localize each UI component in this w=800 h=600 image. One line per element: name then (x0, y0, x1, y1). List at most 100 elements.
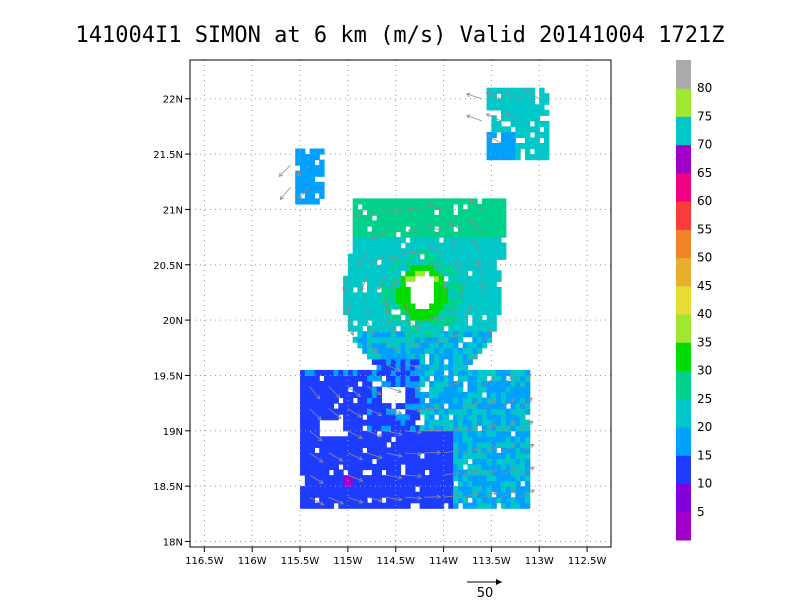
wind-speed-cell (434, 381, 440, 388)
wind-speed-cell (448, 397, 454, 404)
wind-vector-head (436, 338, 442, 344)
wind-speed-cell (381, 358, 387, 365)
wind-speed-cell (352, 441, 359, 448)
wind-speed-cell (434, 231, 440, 238)
wind-speed-cell (386, 469, 392, 476)
wind-speed-cell (438, 381, 445, 388)
wind-vector (443, 382, 460, 387)
wind-speed-cell (472, 198, 478, 205)
wind-speed-cell (405, 408, 411, 415)
wind-speed-cell (395, 502, 402, 509)
wind-vector (328, 496, 344, 505)
wind-speed-cell (376, 386, 382, 393)
wind-speed-cell (496, 231, 502, 238)
wind-speed-cell (390, 452, 397, 459)
wind-speed-cell (491, 325, 497, 332)
wind-speed-cell (505, 469, 512, 476)
wind-speed-cell (477, 419, 483, 426)
wind-speed-cell (486, 464, 492, 471)
wind-vector-head (492, 423, 498, 428)
wind-speed-cell (477, 502, 483, 509)
wind-speed-cell (367, 419, 373, 426)
wind-speed-cell (501, 452, 507, 459)
wind-speed-cell (357, 419, 363, 426)
wind-speed-cell (434, 375, 440, 382)
wind-speed-cell (434, 403, 440, 410)
wind-speed-cell (295, 148, 301, 155)
wind-speed-cell (338, 486, 344, 493)
wind-speed-cell (414, 353, 421, 360)
wind-speed-cell (515, 126, 521, 133)
wind-speed-cell (524, 430, 531, 437)
wind-speed-cell (501, 137, 507, 144)
wind-speed-cell (343, 486, 349, 493)
wind-speed-cell (386, 231, 392, 238)
wind-speed-cell (486, 320, 492, 327)
wind-speed-cell (395, 369, 402, 376)
wind-speed-cell (429, 464, 435, 471)
wind-speed-cell (453, 275, 459, 282)
wind-speed-cell (352, 237, 359, 244)
wind-speed-cell (419, 248, 425, 255)
wind-vector-head (511, 467, 517, 472)
wind-speed-cell (390, 259, 397, 266)
wind-speed-cell (534, 137, 540, 144)
wind-speed-cell (448, 298, 454, 305)
wind-speed-cell (443, 441, 449, 448)
wind-speed-cell (434, 237, 440, 244)
wind-speed-cell (477, 253, 483, 260)
wind-speed-cell (462, 497, 469, 504)
wind-speed-cell (429, 203, 435, 210)
wind-speed-cell (395, 447, 402, 454)
wind-speed-cell (434, 281, 440, 288)
wind-speed-cell (453, 369, 459, 376)
wind-vector (481, 446, 497, 454)
wind-speed-cell (510, 425, 516, 432)
wind-speed-cell (362, 275, 368, 282)
wind-speed-cell (486, 281, 492, 288)
wind-speed-cell (362, 403, 368, 410)
wind-speed-cell (443, 264, 449, 271)
wind-speed-cell (486, 403, 492, 410)
wind-speed-cell (438, 309, 445, 316)
wind-speed-cell (524, 115, 531, 122)
wind-speed-cell (510, 369, 516, 376)
wind-speed-cell (448, 497, 454, 504)
wind-vector (405, 430, 422, 433)
wind-vector (297, 164, 310, 176)
wind-speed-cell (367, 314, 373, 321)
wind-speed-cell (434, 253, 440, 260)
wind-speed-cell (424, 242, 430, 249)
wind-speed-cell (505, 148, 512, 155)
wind-speed-cell (347, 259, 354, 266)
wind-speed-cell (304, 181, 311, 188)
wind-speed-cell (424, 259, 430, 266)
wind-speed-cell (367, 425, 373, 432)
wind-speed-cell (453, 347, 459, 354)
wind-speed-cell (472, 209, 478, 216)
wind-speed-cell (448, 491, 454, 498)
wind-speed-cell (314, 165, 320, 172)
wind-speed-cell (438, 209, 445, 216)
wind-speed-cell (400, 298, 406, 305)
wind-vector (385, 364, 401, 372)
wind-speed-cell (486, 237, 492, 244)
wind-speed-cell (453, 342, 459, 349)
wind-speed-cell (486, 137, 492, 144)
wind-speed-cell (324, 458, 330, 465)
wind-speed-cell (496, 452, 502, 459)
wind-speed-cell (505, 381, 512, 388)
wind-speed-cell (405, 452, 411, 459)
colorbar-swatch (676, 285, 691, 315)
wind-speed-cell (467, 452, 473, 459)
wind-speed-cell (496, 309, 502, 316)
wind-speed-cell (414, 220, 421, 227)
wind-speed-cell (386, 309, 392, 316)
wind-speed-cell (453, 286, 459, 293)
wind-speed-cell (453, 242, 459, 249)
wind-speed-cell (371, 309, 378, 316)
wind-speed-cell (386, 497, 392, 504)
wind-speed-cell (362, 331, 368, 338)
wind-speed-cell (352, 264, 359, 271)
